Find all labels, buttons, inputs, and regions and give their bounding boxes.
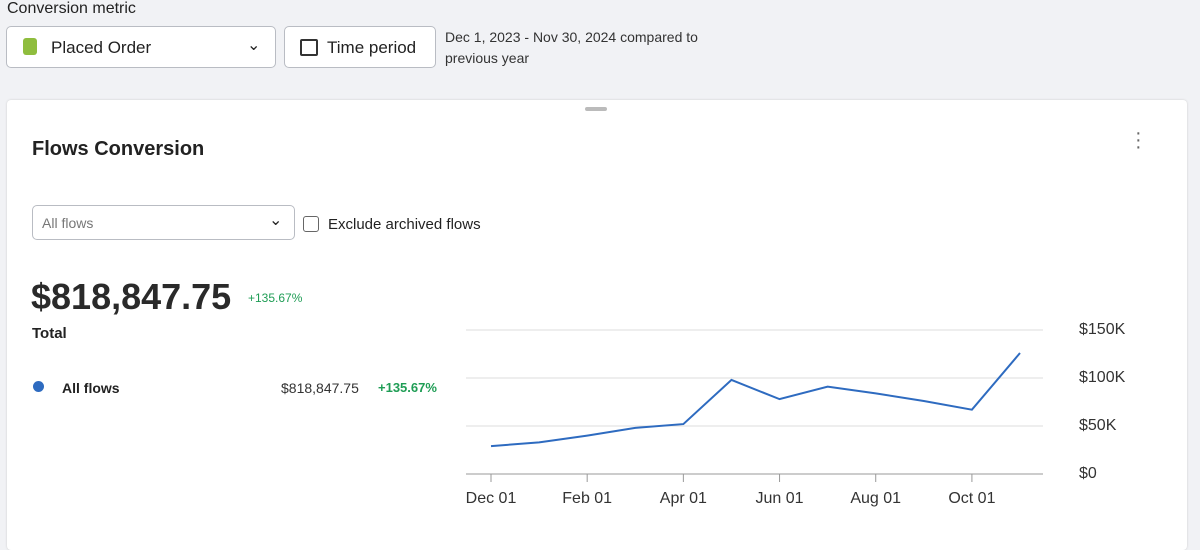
period-text: Dec 1, 2023 - Nov 30, 2024 compared to p… — [445, 29, 698, 66]
legend-dot — [33, 381, 44, 392]
x-tick-label: Jun 01 — [756, 490, 804, 507]
total-label: Total — [32, 325, 67, 342]
legend-label: All flows — [62, 380, 120, 396]
x-tick-label: Feb 01 — [562, 490, 612, 507]
x-tick-label: Aug 01 — [850, 490, 901, 507]
total-value: $818,847.75 — [31, 276, 232, 317]
period-label: Time period — [327, 38, 417, 57]
line — [490, 352, 1021, 448]
y-tick-label: $150K — [1079, 321, 1126, 338]
drag-handle[interactable] — [585, 107, 607, 111]
card-title: Flows Conversion — [32, 138, 205, 160]
checkbox[interactable] — [303, 216, 319, 232]
flow-select[interactable]: All flows ⌄ — [32, 205, 295, 240]
row-change: +135.67% — [378, 380, 437, 395]
chevron: ⌄ — [269, 212, 283, 229]
chevron: ⌄ — [247, 37, 261, 54]
y-tick-label: $100K — [1079, 369, 1126, 386]
x-tick-label: Dec 01 — [466, 490, 517, 507]
metric-label: Conversion metric — [7, 0, 136, 17]
calendar-icon — [300, 39, 318, 56]
metric-value: Placed Order — [51, 38, 152, 57]
row-value: $818,847.75 — [281, 380, 359, 396]
metric-select[interactable]: Placed Order ⌄ — [6, 26, 276, 68]
shop-icon — [23, 38, 37, 55]
card: Flows Conversion · · · All flows ⌄ Exclude… — [7, 100, 1187, 550]
checkbox-label: Exclude archived flows — [328, 216, 481, 233]
total-change: +135.67% — [248, 291, 303, 305]
x-tick-label: Apr 01 — [660, 490, 707, 507]
y-tick-label: $50K — [1079, 417, 1117, 434]
period-button[interactable]: Time period — [284, 26, 436, 68]
flow-value: All flows — [42, 215, 94, 231]
menu[interactable]: · · · — [1135, 122, 1142, 158]
y-tick-label: $0 — [1079, 465, 1097, 482]
x-tick-label: Oct 01 — [948, 490, 995, 507]
